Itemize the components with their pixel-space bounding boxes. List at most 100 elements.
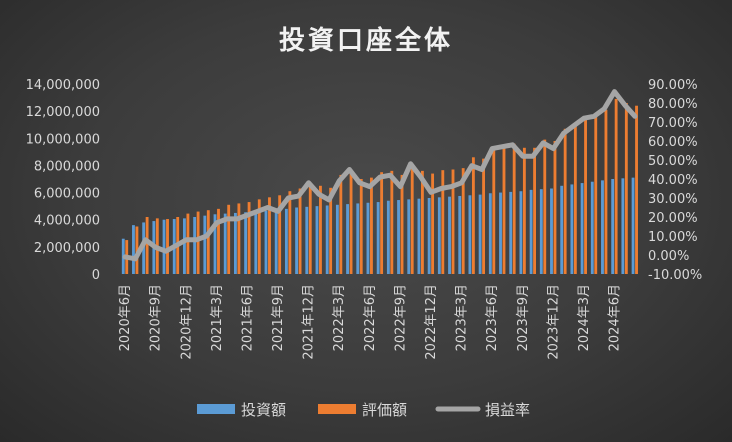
bar-invest <box>519 191 523 274</box>
x-tick-label: 2023年3月 <box>455 284 470 351</box>
bar-eval <box>278 195 282 274</box>
bar-invest <box>284 208 288 274</box>
left-tick-label: 0 <box>92 268 100 283</box>
bar-invest <box>397 200 400 274</box>
left-axis: 0 2,000,000 4,000,000 6,000,000 8,000,000 10,… <box>26 78 100 283</box>
bar-eval <box>492 146 496 274</box>
bar-invest <box>539 189 543 274</box>
bar-eval <box>247 202 251 274</box>
bar-eval <box>635 105 638 275</box>
bar-eval <box>380 172 384 274</box>
bar-invest <box>437 197 441 274</box>
x-tick-label: 2021年12月 <box>302 284 317 360</box>
bar-invest <box>233 212 237 274</box>
left-tick-label: 14,000,000 <box>26 78 100 93</box>
bar-eval <box>482 158 486 274</box>
right-tick-label: 20.00% <box>648 211 698 226</box>
bar-invest <box>295 207 299 274</box>
bar-eval <box>543 139 547 274</box>
bar-invest <box>448 196 451 274</box>
bar-eval <box>502 145 506 274</box>
legend-label-eval: 評価額 <box>362 401 407 419</box>
bar-invest <box>499 192 502 274</box>
right-tick-label: 70.00% <box>648 116 698 131</box>
bar-eval <box>400 174 404 274</box>
bar-invest <box>305 206 309 274</box>
x-tick-label: 2022年3月 <box>332 284 347 351</box>
bar-eval <box>451 169 455 274</box>
bar-invest <box>570 184 574 274</box>
bar-invest <box>580 183 584 274</box>
bar-invest <box>509 191 513 274</box>
bar-eval <box>370 177 373 274</box>
bar-series-group <box>121 98 638 275</box>
bar-invest <box>132 225 135 274</box>
bar-eval <box>339 174 343 274</box>
bar-invest <box>458 195 462 274</box>
bar-invest <box>376 202 380 274</box>
bar-eval <box>553 141 557 274</box>
bar-eval <box>604 109 608 274</box>
bar-eval <box>319 185 322 274</box>
bar-invest <box>244 212 248 274</box>
bar-invest <box>417 198 421 274</box>
bar-eval <box>533 147 536 274</box>
x-tick-label: 2022年6月 <box>363 284 378 351</box>
bar-invest <box>315 206 319 274</box>
x-tick-label: 2020年6月 <box>118 284 133 351</box>
bar-eval <box>268 197 271 274</box>
x-axis: 2020年6月 2020年9月 2020年12月 2021年3月 2021年6月 2021… <box>118 284 622 360</box>
bar-invest <box>386 200 390 274</box>
bar-invest <box>550 188 553 274</box>
bar-invest <box>529 189 533 274</box>
bar-invest <box>488 193 492 274</box>
x-tick-label: 2024年6月 <box>608 284 623 351</box>
right-tick-label: 40.00% <box>648 173 698 188</box>
bar-invest <box>601 180 604 274</box>
left-tick-label: 10,000,000 <box>26 132 100 147</box>
right-tick-label: 10.00% <box>648 230 698 245</box>
bar-eval <box>512 143 516 274</box>
bar-eval <box>624 103 628 274</box>
legend-label-invest: 投資額 <box>241 401 286 419</box>
right-tick-label: 90.00% <box>648 78 698 93</box>
bar-eval <box>461 168 465 274</box>
x-tick-label: 2023年12月 <box>546 284 561 360</box>
bar-eval <box>584 116 587 274</box>
bar-eval <box>196 211 200 274</box>
bar-eval <box>594 113 598 274</box>
right-tick-label: 60.00% <box>648 135 698 150</box>
bar-invest <box>213 214 217 274</box>
rate-line <box>122 89 638 262</box>
bar-eval <box>390 170 394 274</box>
x-tick-label: 2020年9月 <box>149 284 164 351</box>
bar-eval <box>410 164 414 274</box>
bar-eval <box>441 170 445 274</box>
bar-invest <box>203 215 207 274</box>
rate-line-group <box>122 89 638 262</box>
bar-invest <box>223 213 227 274</box>
bar-eval <box>288 191 292 274</box>
legend-swatch-eval <box>318 404 356 414</box>
bar-eval <box>563 128 567 274</box>
bar-invest <box>631 177 635 274</box>
bar-eval <box>186 213 190 274</box>
bar-invest <box>254 211 258 274</box>
bar-eval <box>359 179 363 274</box>
bar-invest <box>264 210 268 274</box>
x-tick-label: 2020年12月 <box>179 284 194 360</box>
x-tick-label: 2023年6月 <box>485 284 500 351</box>
right-tick-label: -10.00% <box>648 268 702 283</box>
x-tick-label: 2021年3月 <box>210 284 225 351</box>
bar-invest <box>621 178 625 274</box>
bar-invest <box>335 204 339 274</box>
bar-invest <box>193 217 197 274</box>
bar-invest <box>162 219 166 274</box>
bar-eval <box>431 173 435 274</box>
legend: 投資額 評価額 損益率 <box>197 401 530 419</box>
x-tick-label: 2022年12月 <box>424 284 439 360</box>
bar-invest <box>356 203 360 274</box>
bar-eval <box>573 123 577 274</box>
x-tick-label: 2024年3月 <box>577 284 592 351</box>
